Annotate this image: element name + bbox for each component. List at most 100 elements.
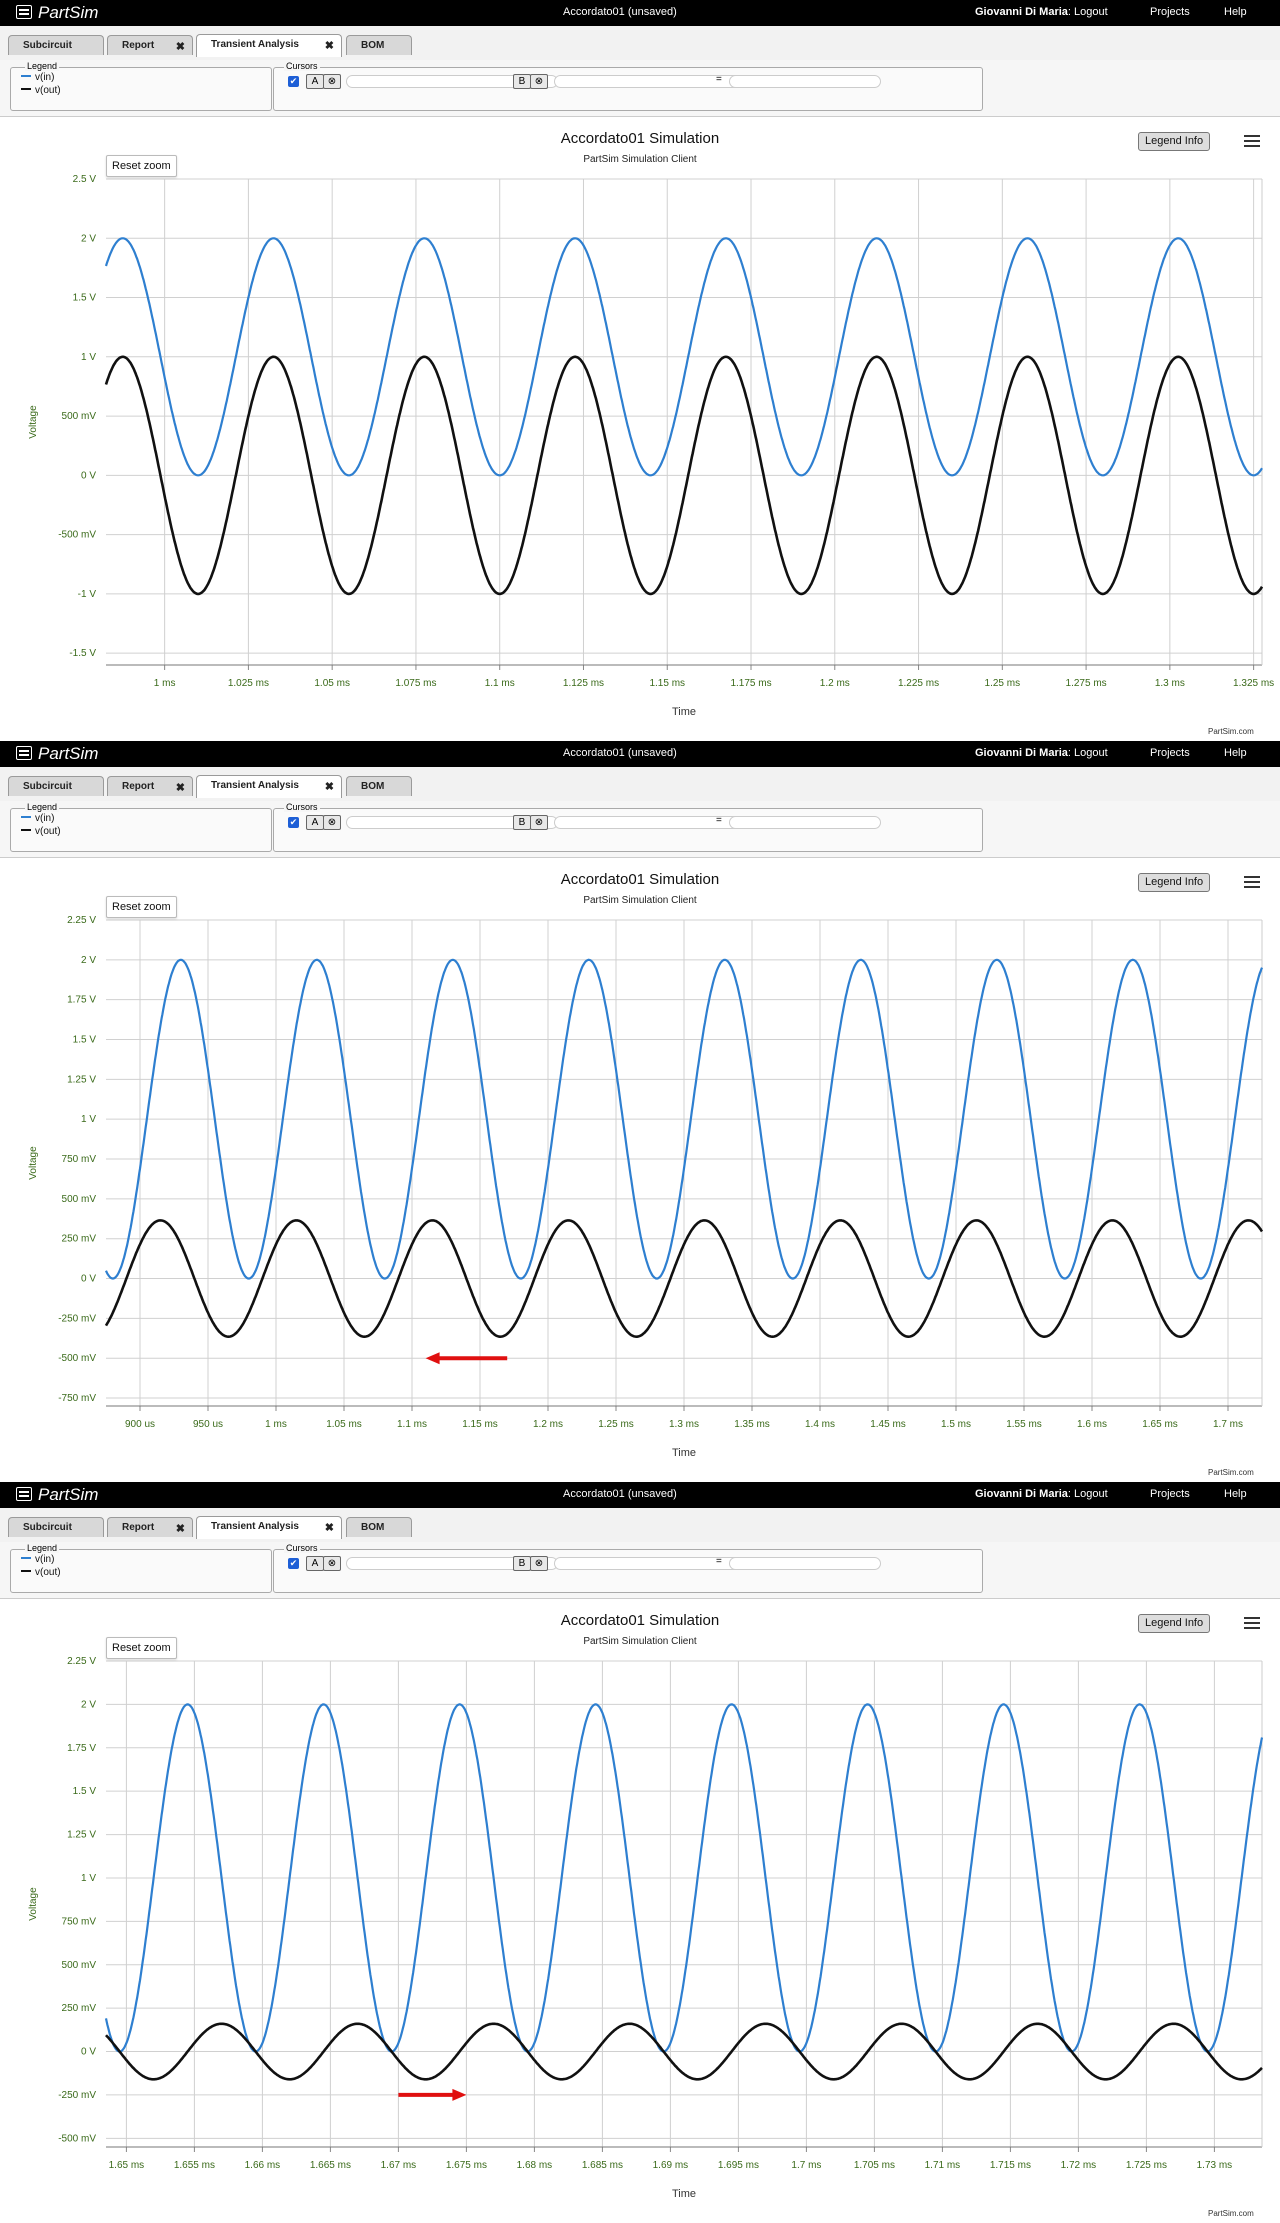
reset-zoom-button[interactable]: Reset zoom [106, 155, 177, 177]
simulation-chart[interactable]: Accordato01 Simulation PartSim Simulatio… [0, 117, 1280, 741]
circle-x-icon[interactable]: ⊗ [530, 815, 548, 830]
circle-x-icon[interactable]: ⊗ [530, 1556, 548, 1571]
legend-item-vout[interactable]: v(out) [21, 826, 61, 837]
legend-item-vout[interactable]: v(out) [21, 1567, 61, 1578]
simulation-chart[interactable]: Accordato01 Simulation PartSim Simulatio… [0, 1599, 1280, 2223]
tab-bom[interactable]: BOM [346, 35, 412, 55]
legend-item-vout[interactable]: v(out) [21, 85, 61, 96]
partsim-logo[interactable]: PartSim [16, 3, 98, 23]
projects-link[interactable]: Projects [1150, 747, 1190, 759]
cursor-a-button[interactable]: A [306, 815, 324, 830]
close-icon[interactable]: ✖ [175, 1523, 185, 1535]
series-line-vout [104, 1219, 1264, 1339]
cursor-b-value [554, 816, 756, 829]
plot-area[interactable]: 2.25 V 2 V 1.75 V 1.5 V 1.25 V 1 V 750 mV 500 m… [0, 1599, 1280, 2223]
x-tick-label: 1.66 ms [245, 2160, 281, 2171]
circle-x-icon[interactable]: ⊗ [323, 815, 341, 830]
tab-transient-analysis[interactable]: Transient Analysis ✖ [196, 1516, 342, 1539]
cursor-a-button[interactable]: A [306, 74, 324, 89]
cursors-checkbox[interactable]: ✔ [288, 817, 299, 828]
red-arrow-annotation-icon [425, 1352, 508, 1365]
help-link[interactable]: Help [1224, 1488, 1247, 1500]
close-icon[interactable]: ✖ [324, 40, 334, 52]
close-icon[interactable]: ✖ [175, 782, 185, 794]
tab-report[interactable]: Report ✖ [107, 776, 193, 796]
close-icon[interactable]: ✖ [324, 781, 334, 793]
close-icon[interactable]: ✖ [324, 1522, 334, 1534]
legend-info-button[interactable]: Legend Info [1138, 132, 1211, 151]
x-tick-label: 900 us [125, 1419, 155, 1430]
plot-area[interactable]: 2.25 V 2 V 1.75 V 1.5 V 1.25 V 1 V 750 mV 500 m… [0, 858, 1280, 1482]
help-link[interactable]: Help [1224, 6, 1247, 18]
y-tick-label: 2 V [81, 1699, 96, 1710]
tab-subcircuit[interactable]: Subcircuit [8, 1517, 104, 1537]
cursor-delta-value [729, 75, 881, 88]
cursors-checkbox[interactable]: ✔ [288, 1558, 299, 1569]
partsim-logo[interactable]: PartSim [16, 744, 98, 764]
tab-bom[interactable]: BOM [346, 776, 412, 796]
hamburger-menu-icon[interactable] [1244, 876, 1260, 888]
tab-bom[interactable]: BOM [346, 1517, 412, 1537]
cursor-b-button[interactable]: B [513, 74, 531, 89]
logout-link[interactable]: Logout [1074, 747, 1108, 759]
plot-area[interactable]: 2.5 V 2 V 1.5 V 1 V 500 mV 0 V -500 mV -1 V -1.5… [0, 117, 1280, 741]
x-tick-label: 1.7 ms [791, 2160, 821, 2171]
x-tick-label: 1.275 ms [1066, 678, 1107, 689]
x-tick-label: 1.3 ms [1155, 678, 1185, 689]
circle-x-icon[interactable]: ⊗ [323, 1556, 341, 1571]
reset-zoom-button[interactable]: Reset zoom [106, 896, 177, 918]
chart-subtitle: PartSim Simulation Client [583, 1636, 697, 1647]
hamburger-menu-icon[interactable] [1244, 1617, 1260, 1629]
control-bar: Legend v(in) v(out) Cursors ✔ A ⊗ B ⊗ = [0, 1542, 1280, 1599]
tab-transient-analysis[interactable]: Transient Analysis ✖ [196, 775, 342, 798]
cursor-a-button[interactable]: A [306, 1556, 324, 1571]
screenshot-panel: PartSim Accordato01 (unsaved) Giovanni D… [0, 0, 1280, 741]
help-link[interactable]: Help [1224, 747, 1247, 759]
tab-subcircuit[interactable]: Subcircuit [8, 776, 104, 796]
circle-x-icon[interactable]: ⊗ [530, 74, 548, 89]
cursor-b-button[interactable]: B [513, 815, 531, 830]
legend-item-vin[interactable]: v(in) [21, 813, 54, 824]
projects-link[interactable]: Projects [1150, 6, 1190, 18]
series-line-vin [104, 237, 1263, 477]
series-line-vout [104, 355, 1264, 596]
legend-item-vin[interactable]: v(in) [21, 1554, 54, 1565]
partsim-logo[interactable]: PartSim [16, 1485, 98, 1505]
x-tick-label: 1.5 ms [941, 1419, 971, 1430]
x-tick-label: 1.175 ms [730, 678, 771, 689]
reset-zoom-button[interactable]: Reset zoom [106, 1637, 177, 1659]
hamburger-menu-icon[interactable] [1244, 135, 1260, 147]
y-tick-label: 2.25 V [67, 1656, 96, 1667]
simulation-chart[interactable]: Accordato01 Simulation PartSim Simulatio… [0, 858, 1280, 1482]
logout-link[interactable]: Logout [1074, 1488, 1108, 1500]
tab-label: BOM [361, 40, 385, 51]
line-swatch-icon [21, 75, 31, 77]
tab-transient-analysis[interactable]: Transient Analysis ✖ [196, 34, 342, 57]
x-tick-label: 1.125 ms [563, 678, 604, 689]
projects-link[interactable]: Projects [1150, 1488, 1190, 1500]
legend-item-vin[interactable]: v(in) [21, 72, 54, 83]
y-tick-label: 1.25 V [67, 1830, 96, 1841]
y-tick-label: 1 V [81, 1114, 96, 1125]
user-name: Giovanni Di Maria [975, 6, 1068, 18]
series-line-vin [104, 958, 1264, 1280]
x-axis-title: Time [672, 706, 696, 718]
cursor-b-value [554, 75, 756, 88]
credit-text: PartSim.com [1208, 727, 1254, 736]
cursor-delta-value [729, 1557, 881, 1570]
tab-report[interactable]: Report ✖ [107, 1517, 193, 1537]
x-tick-label: 1.075 ms [395, 678, 436, 689]
tab-subcircuit[interactable]: Subcircuit [8, 35, 104, 55]
circle-x-icon[interactable]: ⊗ [323, 74, 341, 89]
legend-info-button[interactable]: Legend Info [1138, 873, 1211, 892]
x-tick-label: 1.73 ms [1197, 2160, 1233, 2171]
x-tick-label: 1.71 ms [925, 2160, 961, 2171]
tab-label: Report [122, 40, 155, 51]
legend-info-button[interactable]: Legend Info [1138, 1614, 1211, 1633]
legend-label: v(in) [35, 813, 55, 824]
tab-report[interactable]: Report ✖ [107, 35, 193, 55]
logout-link[interactable]: Logout [1074, 6, 1108, 18]
close-icon[interactable]: ✖ [175, 41, 185, 53]
cursors-checkbox[interactable]: ✔ [288, 76, 299, 87]
cursor-b-button[interactable]: B [513, 1556, 531, 1571]
